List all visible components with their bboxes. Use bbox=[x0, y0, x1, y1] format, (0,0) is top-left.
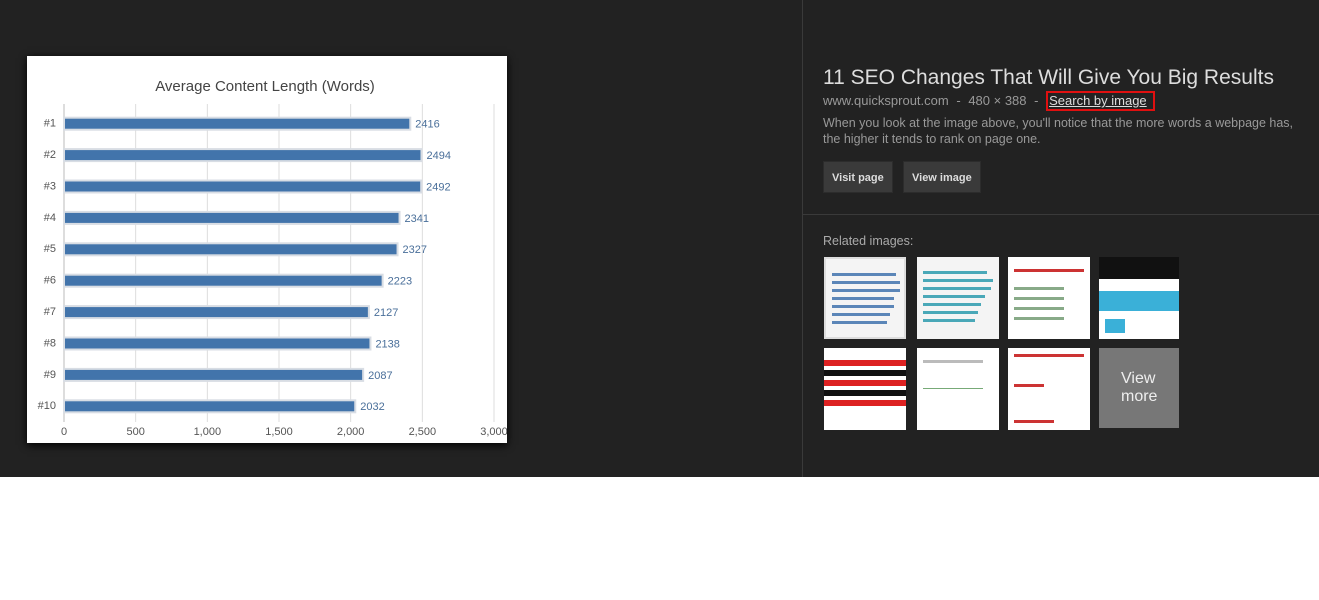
related-thumbnail[interactable] bbox=[1008, 348, 1090, 430]
chart-title: Average Content Length (Words) bbox=[155, 78, 375, 95]
chart[interactable]: Average Content Length (Words) 0 500 1,000… bbox=[27, 56, 507, 443]
source-url[interactable]: www.quicksprout.com bbox=[823, 93, 949, 108]
view-more-button[interactable]: View more bbox=[1099, 348, 1179, 428]
y-tick-label: #3 bbox=[44, 180, 56, 192]
bar bbox=[63, 336, 372, 351]
data-label: 2223 bbox=[388, 276, 412, 288]
bar bbox=[63, 210, 401, 225]
data-label: 2032 bbox=[360, 401, 384, 413]
related-thumbnail[interactable] bbox=[1099, 257, 1179, 339]
data-label: 2494 bbox=[426, 150, 450, 162]
dimensions: 480 × 388 bbox=[968, 93, 1027, 108]
x-tick-label: 0 bbox=[61, 426, 67, 438]
y-tick-label: #10 bbox=[38, 400, 56, 412]
x-tick-label: 1,500 bbox=[265, 426, 293, 438]
related-thumbnail[interactable] bbox=[1008, 257, 1090, 339]
divider bbox=[803, 214, 1319, 215]
bar bbox=[63, 305, 370, 320]
y-tick-label: #1 bbox=[44, 118, 56, 130]
x-tick-label: 3,000 bbox=[480, 426, 507, 438]
y-tick-label: #7 bbox=[44, 306, 56, 318]
related-thumbnail[interactable] bbox=[824, 348, 906, 430]
description: When you look at the image above, you'll… bbox=[823, 116, 1294, 146]
related-thumbnail[interactable] bbox=[917, 348, 999, 430]
search-by-image-link[interactable]: Search by image bbox=[1046, 91, 1155, 111]
x-tick-label: 1,000 bbox=[194, 426, 222, 438]
related-label: Related images: bbox=[823, 234, 914, 248]
bar bbox=[63, 179, 423, 194]
data-label: 2341 bbox=[405, 213, 429, 225]
bar bbox=[63, 273, 384, 288]
visit-page-button[interactable]: Visit page bbox=[823, 161, 893, 193]
y-tick-label: #6 bbox=[44, 275, 56, 287]
y-tick-label: #9 bbox=[44, 369, 56, 381]
data-label: 2492 bbox=[426, 181, 450, 193]
data-label: 2138 bbox=[375, 338, 399, 350]
related-thumbnail[interactable] bbox=[824, 257, 906, 339]
x-tick-label: 2,500 bbox=[409, 426, 437, 438]
bar bbox=[63, 367, 365, 382]
source-line: www.quicksprout.com - 480 × 388 - Search… bbox=[823, 91, 1159, 111]
x-tick-label: 500 bbox=[126, 426, 144, 438]
divider bbox=[802, 0, 803, 477]
data-label: 2127 bbox=[374, 307, 398, 319]
data-label: 2416 bbox=[415, 119, 439, 131]
bar bbox=[63, 116, 412, 131]
y-tick-label: #2 bbox=[44, 149, 56, 161]
separator: - bbox=[1034, 93, 1039, 108]
y-tick-label: #5 bbox=[44, 243, 56, 255]
bar bbox=[63, 399, 357, 414]
bar bbox=[63, 242, 399, 257]
view-image-button[interactable]: View image bbox=[903, 161, 981, 193]
related-thumbnail[interactable] bbox=[917, 257, 999, 339]
separator: - bbox=[956, 93, 961, 108]
bar bbox=[63, 148, 423, 163]
data-label: 2327 bbox=[403, 244, 427, 256]
detail-panel: Average Content Length (Words) 0 500 1,000… bbox=[0, 0, 1319, 477]
data-label: 2087 bbox=[368, 370, 392, 382]
y-tick-label: #4 bbox=[44, 212, 56, 224]
y-tick-label: #8 bbox=[44, 337, 56, 349]
x-tick-label: 2,000 bbox=[337, 426, 365, 438]
result-title[interactable]: 11 SEO Changes That Will Give You Big Re… bbox=[823, 66, 1274, 89]
